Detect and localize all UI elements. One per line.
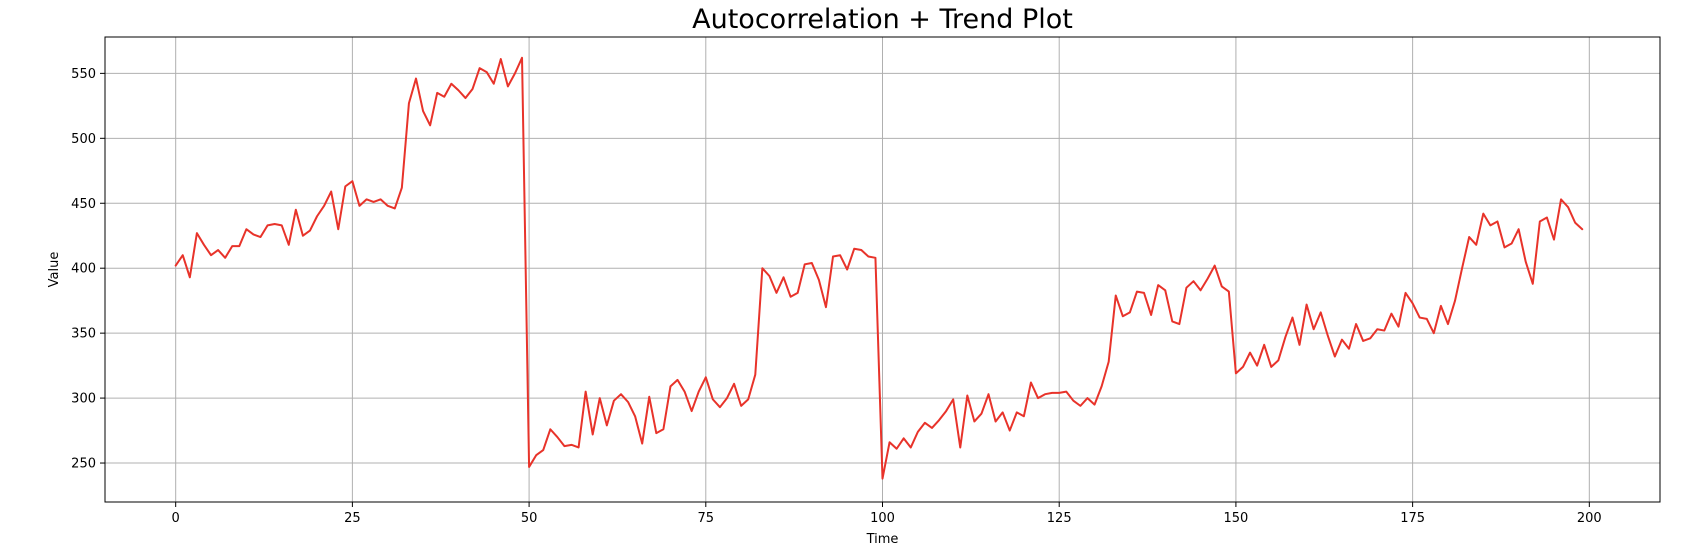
y-axis-label: Value bbox=[47, 252, 62, 288]
chart-title: Autocorrelation + Trend Plot bbox=[692, 4, 1073, 35]
x-tick-label: 0 bbox=[172, 511, 180, 526]
y-tick-label: 400 bbox=[71, 262, 96, 277]
x-tick-label: 175 bbox=[1400, 511, 1425, 526]
series-layer bbox=[174, 56, 1584, 480]
y-tick-label: 250 bbox=[71, 457, 96, 472]
series-line-0 bbox=[174, 56, 1584, 480]
x-tick-label: 75 bbox=[698, 511, 715, 526]
plot-frame bbox=[104, 36, 1661, 503]
y-tick-label: 500 bbox=[71, 132, 96, 147]
x-tick-label: 100 bbox=[870, 511, 895, 526]
y-tick-label: 450 bbox=[71, 197, 96, 212]
x-tick-label: 200 bbox=[1577, 511, 1602, 526]
x-tick-label: 50 bbox=[521, 511, 538, 526]
grid-layer bbox=[105, 37, 1660, 502]
x-axis-label: Time bbox=[866, 532, 899, 547]
x-tick-label: 150 bbox=[1223, 511, 1248, 526]
x-tick-label: 125 bbox=[1047, 511, 1072, 526]
x-axis: 0 25 50 75 100 125 150 175 200 bbox=[172, 502, 1602, 526]
x-tick-label: 25 bbox=[344, 511, 361, 526]
y-tick-label: 550 bbox=[71, 67, 96, 82]
y-tick-label: 300 bbox=[71, 392, 96, 407]
y-axis: 250 300 350 400 450 500 550 bbox=[71, 67, 105, 472]
y-tick-label: 350 bbox=[71, 327, 96, 342]
